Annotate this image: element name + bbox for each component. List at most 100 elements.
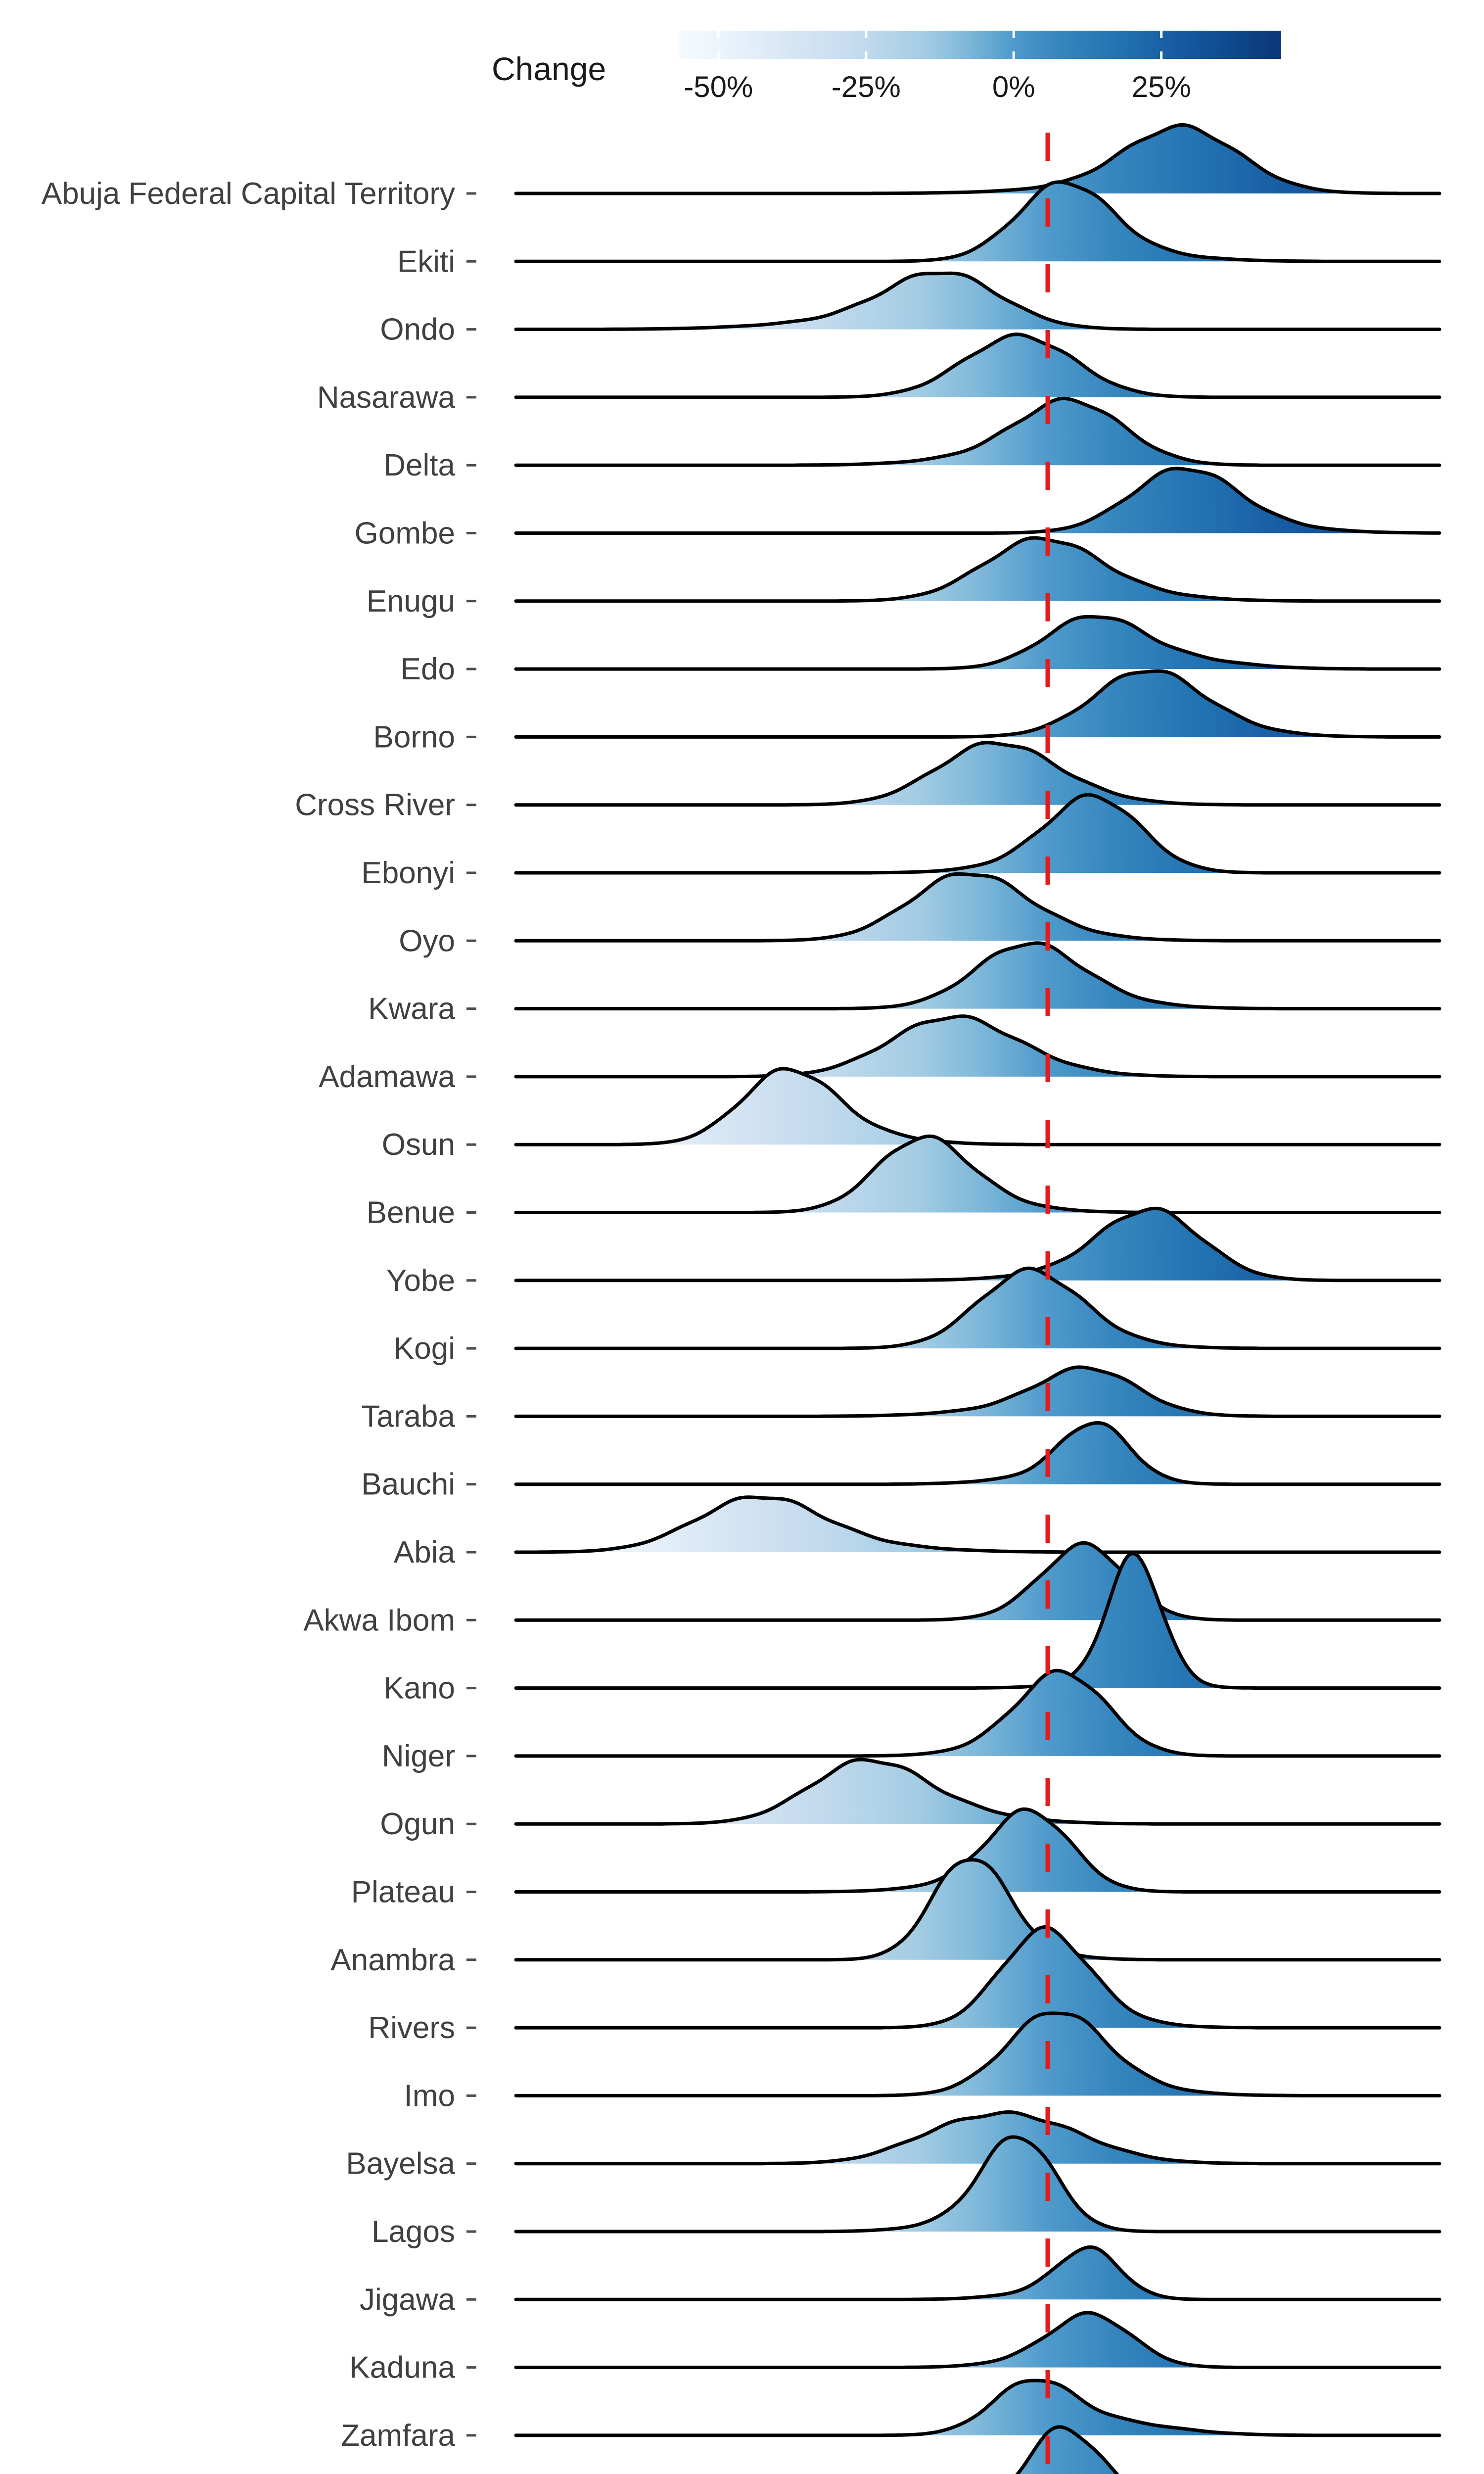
row-label: Kano (383, 1671, 455, 1706)
ridge-outline-akwa-ibom (514, 1541, 1441, 1622)
ridge-fill-ogun (516, 1760, 1439, 1824)
ridge-outline-rivers (514, 1925, 1441, 2030)
ridge-fill-jigawa (516, 2247, 1439, 2300)
row-label: Rivers (368, 2011, 455, 2045)
ridge-outline-bayelsa (514, 2110, 1441, 2166)
ridge-fill-borno (516, 671, 1439, 737)
ridge-outline-benue (514, 1134, 1441, 1214)
row-label: Zamfara (341, 2419, 455, 2453)
ridge-outline-kogi (514, 1266, 1441, 1350)
row-label: Bayelsa (346, 2147, 455, 2181)
row-label: Ondo (380, 313, 455, 347)
row-label: Abuja Federal Capital Territory (42, 177, 455, 211)
ridge-outline-lagos (514, 2135, 1441, 2234)
ridge-fill-adamawa (516, 1016, 1439, 1077)
ridge-fill-akwa-ibom (516, 1543, 1439, 1620)
ridge-fill-lagos (516, 2137, 1439, 2232)
ridge-fill-oyo (516, 874, 1439, 941)
ridge-outline-niger (514, 1668, 1441, 1758)
row-label: Oyo (399, 924, 455, 958)
row-label: Borno (373, 720, 455, 754)
ridge-outline-imo (514, 2011, 1441, 2097)
row-label: Taraba (361, 1399, 455, 1433)
ridge-fill-rivers (516, 1927, 1439, 2028)
legend-tick-label: 0% (992, 70, 1035, 103)
ridge-fill-benue (516, 1136, 1439, 1213)
ridge-outline-edo (514, 615, 1441, 671)
legend-tick-label: -25% (832, 70, 901, 103)
ridge-outline-nasarawa (514, 333, 1441, 399)
row-label: Benue (367, 1196, 455, 1230)
row-label: Imo (404, 2079, 455, 2113)
row-label: Nasarawa (317, 381, 456, 415)
ridge-fill-imo (516, 2013, 1439, 2096)
ridge-outline-jigawa (514, 2245, 1441, 2301)
ridge-fill-ondo (516, 273, 1439, 330)
ridge-fill-bauchi (516, 1423, 1439, 1484)
ridge-outline-yobe (514, 1206, 1441, 1283)
row-label: Edo (401, 652, 455, 686)
row-label: Osun (382, 1128, 455, 1162)
ridge-outline-borno (514, 669, 1441, 739)
ridge-outline-enugu (514, 536, 1441, 603)
row-label: Kwara (368, 992, 455, 1026)
legend-tick-label: -50% (684, 70, 753, 103)
ridge-fill-kwara (516, 943, 1439, 1009)
row-label: Cross River (295, 788, 455, 822)
row-label: Ogun (380, 1807, 455, 1841)
ridge-fill-delta (516, 398, 1439, 466)
row-label: Anambra (330, 1943, 455, 1977)
ridge-outline-kwara (514, 941, 1441, 1011)
ridge-outline-abuja-federal-capital-territory (514, 123, 1441, 195)
row-label: Delta (383, 448, 455, 482)
ridge-outline-bauchi (514, 1421, 1441, 1486)
ridge-fill-niger (516, 1670, 1439, 1756)
ridge-fill-cross-river (516, 742, 1439, 805)
ridge-fill-zamfara (516, 2380, 1439, 2435)
ridge-outline-ondo (514, 271, 1441, 332)
ridge-fill-gombe (516, 468, 1439, 533)
row-label: Plateau (351, 1875, 455, 1909)
ridge-outline-osun (514, 1067, 1441, 1146)
ridge-outline-abia (514, 1495, 1441, 1554)
ridge-outline-delta (514, 396, 1441, 467)
ridge-outline-anambra (514, 1858, 1441, 1962)
ridge-fill-abia (516, 1497, 1439, 1552)
ridge-outline-kaduna (514, 2311, 1441, 2370)
row-label: Ekiti (397, 244, 455, 279)
ridge-outline-taraba (514, 1365, 1441, 1418)
legend-colorbar (678, 31, 1281, 59)
ridge-fill-kogi (516, 1268, 1439, 1349)
ridge-outline-adamawa (514, 1014, 1441, 1079)
ridge-fill-enugu (516, 538, 1439, 601)
row-label: Gombe (355, 517, 455, 551)
row-label: Abia (394, 1535, 456, 1570)
ridge-outline-plateau (514, 1807, 1441, 1894)
row-label: Akwa Ibom (303, 1603, 455, 1637)
row-label: Enugu (367, 584, 455, 618)
row-label: Yobe (386, 1264, 455, 1298)
row-label: Kogi (394, 1332, 455, 1366)
legend-title: Change (492, 50, 606, 87)
row-label: Lagos (371, 2215, 455, 2249)
ridge-fill-anambra (516, 1859, 1439, 1960)
ridge-outline-gombe (514, 467, 1441, 535)
ridge-outline-zamfara (514, 2379, 1441, 2437)
ridge-outline-kano (514, 1552, 1441, 1690)
ridge-fill-edo (516, 617, 1439, 669)
ridge-outline-ebonyi (514, 793, 1441, 875)
ridge-outline-ogun (514, 1758, 1441, 1826)
ridge-fill-yobe (516, 1208, 1439, 1281)
row-label: Ebonyi (361, 856, 455, 890)
ridge-fill-osun (516, 1068, 1439, 1145)
row-label: Kaduna (349, 2351, 455, 2385)
row-label: Niger (382, 1739, 455, 1773)
ridge-outline-cross-river (514, 741, 1441, 807)
legend-tick-label: 25% (1132, 70, 1191, 103)
ridge-outline-ekiti (514, 180, 1441, 263)
row-label: Adamawa (319, 1060, 455, 1094)
ridge-fill-abuja-federal-capital-territory (516, 125, 1439, 193)
ridge-fill-bayelsa (516, 2112, 1439, 2164)
